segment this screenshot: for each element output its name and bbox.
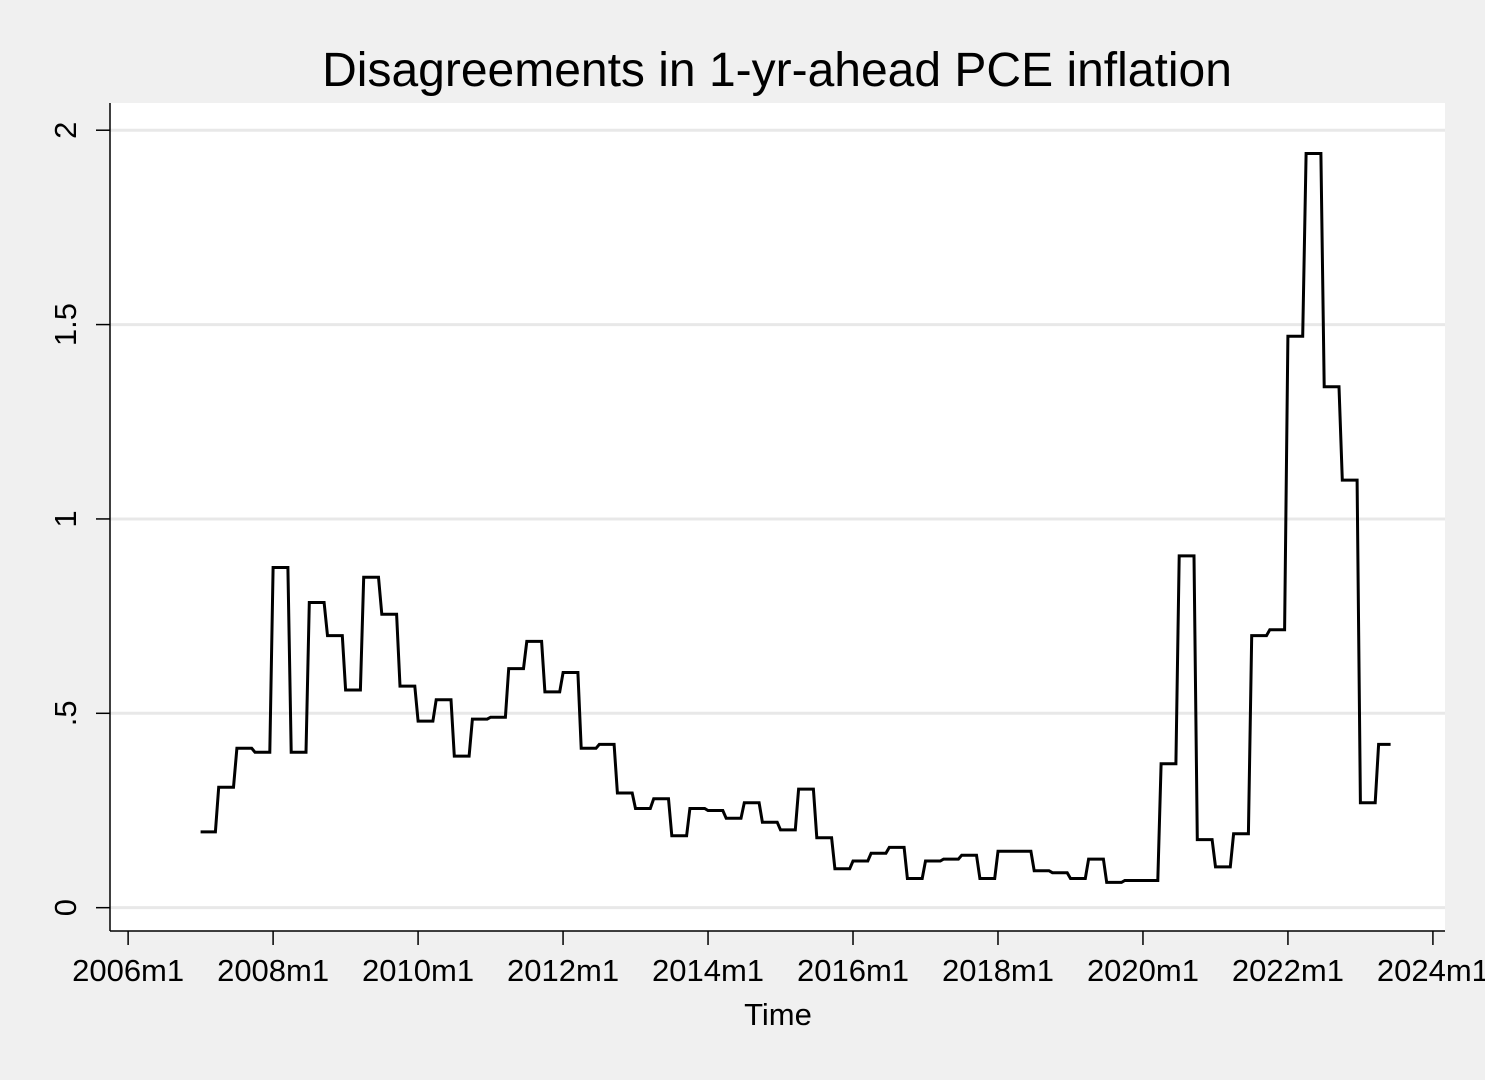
x-tick-label: 2024m1 (1377, 953, 1485, 988)
x-axis: 2006m1 2008m1 2010m1 2012m1 2014m1 2016m1 2018… (72, 930, 1485, 988)
series-line (200, 152, 1391, 884)
x-tick-label: 2010m1 (362, 953, 474, 988)
plot-area (110, 103, 1445, 931)
y-axis: 0 .5 1 1.5 2 (48, 103, 111, 931)
y-tick-label: 0 (48, 899, 83, 916)
x-tick-label: 2006m1 (72, 953, 184, 988)
gridlines (110, 128, 1445, 910)
x-tick-label: 2018m1 (942, 953, 1054, 988)
x-tick-label: 2022m1 (1232, 953, 1344, 988)
y-tick-label: 1.5 (48, 303, 83, 346)
x-tick-label: 2016m1 (797, 953, 909, 988)
x-axis-title: Time (744, 997, 812, 1032)
y-tick-label: .5 (48, 700, 83, 726)
chart-title: Disagreements in 1-yr-ahead PCE inflatio… (322, 44, 1232, 97)
x-tick-label: 2020m1 (1087, 953, 1199, 988)
y-tick-label: 2 (48, 122, 83, 139)
x-tick-label: 2012m1 (507, 953, 619, 988)
x-tick-label: 2008m1 (217, 953, 329, 988)
x-tick-label: 2014m1 (652, 953, 764, 988)
y-tick-label: 1 (48, 510, 83, 527)
